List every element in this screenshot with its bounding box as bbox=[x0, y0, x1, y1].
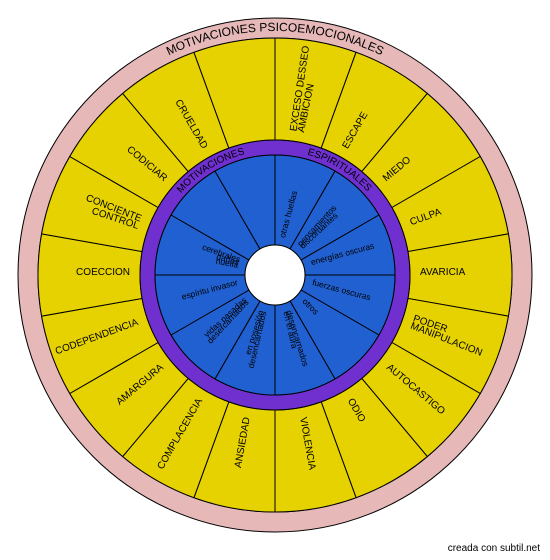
motivations-wheel: EXCESO DESSEOAMBICIONESCAPEMIEDOCULPAAVA… bbox=[0, 0, 550, 560]
credit-text: creada con subtil.net bbox=[448, 543, 540, 554]
svg-text:AVARICIA: AVARICIA bbox=[420, 267, 466, 278]
svg-text:COECCION: COECCION bbox=[76, 267, 130, 278]
hub bbox=[245, 245, 305, 305]
